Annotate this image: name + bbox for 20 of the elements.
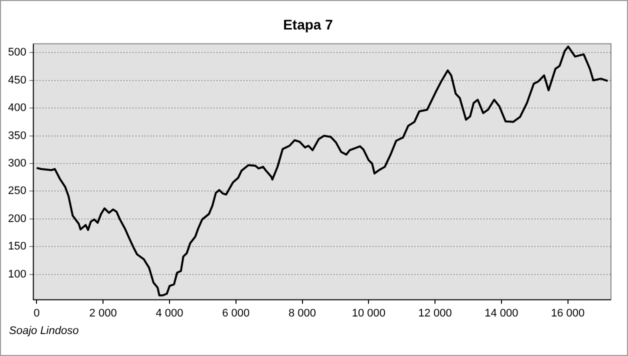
- chart-title: Etapa 7: [283, 16, 334, 32]
- x-tick-label: 14 000: [484, 307, 518, 320]
- x-tick-label: 8 000: [288, 307, 316, 320]
- x-tick-label: 2 000: [89, 307, 117, 320]
- y-tick-label: 350: [8, 130, 26, 142]
- y-tick-label: 150: [8, 240, 26, 253]
- x-tick-label: 12 000: [418, 307, 452, 320]
- x-tick-label: 16 000: [551, 307, 585, 320]
- y-tick-label: 300: [8, 158, 26, 170]
- y-tick-label: 250: [8, 185, 26, 198]
- y-tick-label: 100: [8, 268, 26, 280]
- x-tick-label: 4 000: [156, 307, 184, 320]
- x-tick-label: 0: [34, 307, 40, 320]
- y-tick-label: 400: [8, 102, 26, 114]
- y-tick-label: 200: [8, 212, 26, 225]
- y-tick-label: 450: [8, 74, 26, 86]
- x-tick-label: 6 000: [222, 307, 250, 320]
- x-tick-label: 10 000: [352, 307, 386, 320]
- text: Soajo Lindoso: [9, 325, 79, 337]
- y-tick-label: 500: [8, 46, 26, 59]
